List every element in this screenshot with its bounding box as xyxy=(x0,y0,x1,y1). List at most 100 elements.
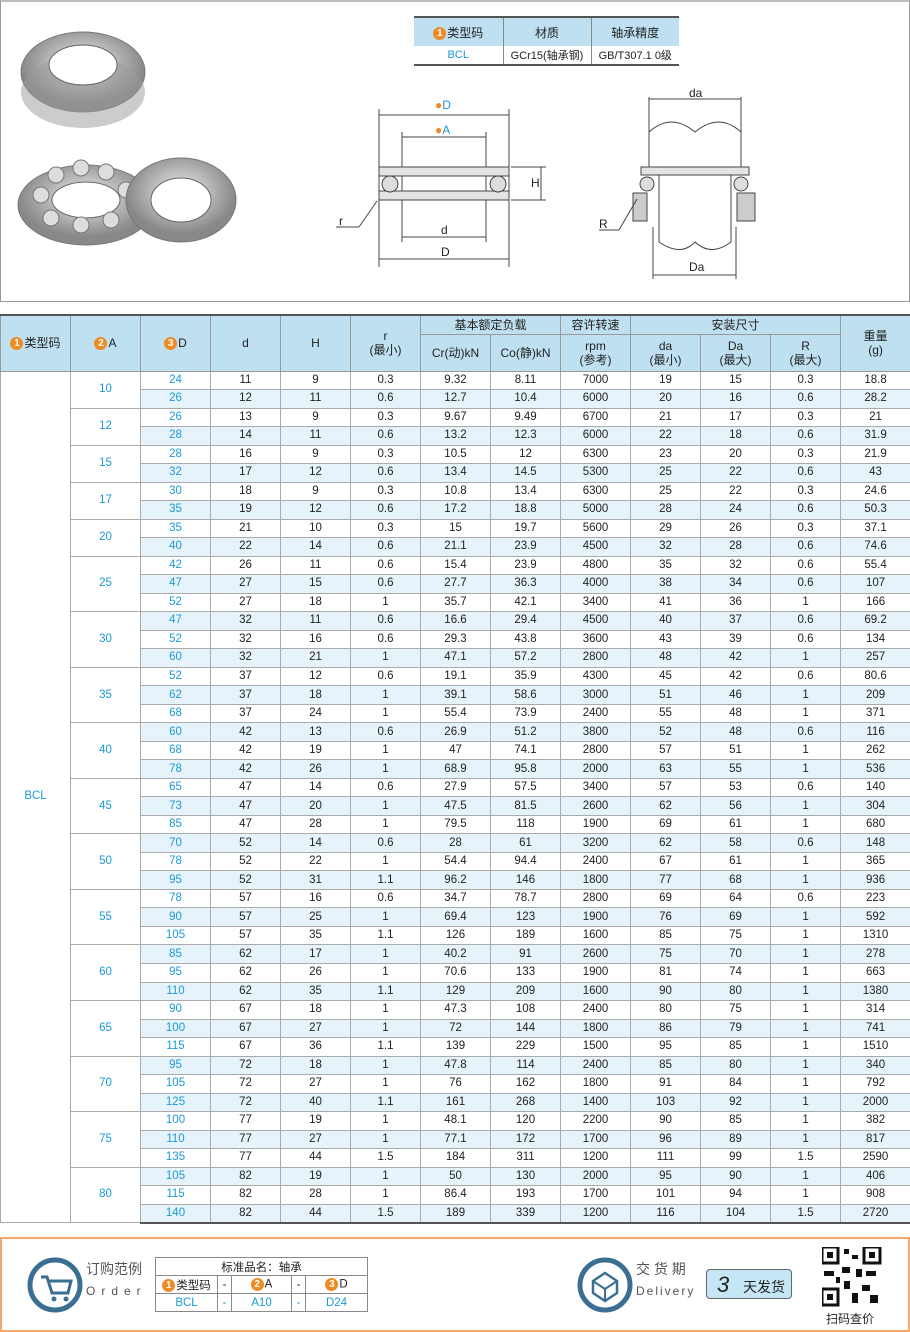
cell-rpm: 1800 xyxy=(560,1018,632,1039)
cell-da: 77 xyxy=(630,870,702,890)
cell-R: 1 xyxy=(770,592,842,613)
cell-r: 0.6 xyxy=(350,574,421,594)
cell-co: 172 xyxy=(489,1129,562,1150)
header-weight: 重量 (g) xyxy=(840,314,910,372)
cell-R: 0.6 xyxy=(770,777,842,798)
cell-D: 52 xyxy=(140,592,211,613)
cell-cr: 76 xyxy=(420,1074,491,1094)
cell-R: 0.3 xyxy=(770,481,842,502)
product-overview: 1 类型码 材质 轴承精度 BCL GCr15(轴承钢) GB/T307.1 0级 ●D … xyxy=(0,0,910,302)
cell-Da: 80 xyxy=(700,1055,772,1076)
cell-R: 0.6 xyxy=(770,833,842,853)
table-row: 60 32 21 1 47.1 57.2 2800 48 42 1 257 xyxy=(1,648,910,668)
table-row: 115 82 28 1 86.4 193 1700 101 94 1 908 xyxy=(1,1185,910,1205)
cell-D: 60 xyxy=(140,722,211,742)
cell-Da: 56 xyxy=(700,796,772,816)
cell-cr: 13.4 xyxy=(420,463,491,483)
cell-da: 57 xyxy=(630,777,702,798)
cell-co: 61 xyxy=(489,833,562,853)
cell-weight: 792 xyxy=(840,1074,910,1094)
cell-r: 1 xyxy=(350,703,421,724)
table-row: 65 90 67 18 1 47.3 108 2400 80 75 1 314 xyxy=(1,1000,910,1057)
cell-co: 95.8 xyxy=(489,759,562,779)
cell-Da: 85 xyxy=(700,1111,772,1131)
cell-da: 81 xyxy=(630,963,702,983)
cell-d: 18 xyxy=(210,481,281,502)
cell-weight: 69.2 xyxy=(840,611,910,631)
cell-Da: 42 xyxy=(700,666,772,687)
cell-da: 40 xyxy=(630,611,702,631)
cell-Da: 28 xyxy=(700,537,772,557)
cell-d: 11 xyxy=(210,370,281,391)
table-row: 55 78 57 16 0.6 34.7 78.7 2800 69 64 0.6 223 xyxy=(1,888,910,946)
qr-code[interactable] xyxy=(822,1247,882,1307)
cell-D: 105 xyxy=(140,925,211,946)
delivery-days-label: 天发货 xyxy=(743,1279,785,1295)
cell-Da: 20 xyxy=(700,444,772,465)
label-r: r xyxy=(339,214,343,228)
table-row: 62 37 18 1 39.1 58.6 3000 51 46 1 209 xyxy=(1,685,910,705)
cell-H: 28 xyxy=(280,814,351,835)
cell-rpm: 1900 xyxy=(560,907,632,927)
cell-D: 35 xyxy=(140,518,211,539)
cell-Da: 68 xyxy=(700,870,772,890)
cell-co: 162 xyxy=(489,1074,562,1094)
table-row: 20 35 21 10 0.3 15 19.7 5600 29 26 0.3 37.1 xyxy=(1,518,910,557)
cell-rpm: 6000 xyxy=(560,426,632,446)
dimension-diagram: ●D ●A H r d D da R Da xyxy=(336,87,756,279)
table-row: 70 95 72 18 1 47.8 114 2400 85 80 1 340 xyxy=(1,1055,910,1113)
cell-rpm: 2400 xyxy=(560,703,632,724)
cell-R: 0.3 xyxy=(770,518,842,539)
cell-weight: 107 xyxy=(840,574,910,594)
cell-da: 85 xyxy=(630,925,702,946)
cell-da: 21 xyxy=(630,407,702,428)
cell-rpm: 2000 xyxy=(560,759,632,779)
cell-R: 1 xyxy=(770,703,842,724)
cell-r: 1 xyxy=(350,740,421,761)
cell-H: 18 xyxy=(280,592,351,613)
cell-H: 27 xyxy=(280,1129,351,1150)
cell-r: 0.6 xyxy=(350,555,421,576)
cell-D: 26 xyxy=(140,389,211,409)
cell-rpm: 3800 xyxy=(560,722,632,742)
table-row: 105 57 35 1.1 126 189 1600 85 75 1 1310 xyxy=(1,925,910,946)
label-D: D xyxy=(441,245,450,259)
order-A: A10 xyxy=(231,1293,292,1312)
cell-A: 12 xyxy=(70,407,141,446)
cell-r: 0.3 xyxy=(350,444,421,465)
cell-weight: 663 xyxy=(840,963,910,983)
cell-d: 52 xyxy=(210,833,281,853)
cell-H: 24 xyxy=(280,703,351,724)
cell-weight: 31.9 xyxy=(840,426,910,446)
cell-R: 0.6 xyxy=(770,389,842,409)
cell-d: 13 xyxy=(210,407,281,428)
cell-R: 1 xyxy=(770,1074,842,1094)
cell-r: 1 xyxy=(350,907,421,927)
cell-D: 35 xyxy=(140,500,211,520)
cell-cr: 86.4 xyxy=(420,1185,491,1205)
cell-r: 0.6 xyxy=(350,888,421,909)
cell-D: 135 xyxy=(140,1148,211,1168)
cell-A: 20 xyxy=(70,518,141,557)
cell-H: 12 xyxy=(280,463,351,483)
cell-da: 76 xyxy=(630,907,702,927)
table-row: 50 70 52 14 0.6 28 61 3200 62 58 0.6 148 xyxy=(1,833,910,890)
cell-rpm: 2600 xyxy=(560,944,632,964)
cell-r: 1 xyxy=(350,1111,421,1131)
cell-A: 70 xyxy=(70,1055,141,1113)
cell-weight: 148 xyxy=(840,833,910,853)
cell-co: 146 xyxy=(489,870,562,890)
svg-text:●A: ●A xyxy=(435,123,450,137)
cell-rpm: 6000 xyxy=(560,389,632,409)
cell-H: 27 xyxy=(280,1074,351,1094)
cell-D: 62 xyxy=(140,685,211,705)
cell-rpm: 2800 xyxy=(560,648,632,668)
cell-Da: 17 xyxy=(700,407,772,428)
cell-weight: 680 xyxy=(840,814,910,835)
cell-rpm: 1900 xyxy=(560,963,632,983)
cell-r: 0.6 xyxy=(350,722,421,742)
cell-H: 19 xyxy=(280,740,351,761)
cell-A: 45 xyxy=(70,777,141,835)
cell-type: BCL xyxy=(0,370,71,1224)
cell-cr: 13.2 xyxy=(420,426,491,446)
